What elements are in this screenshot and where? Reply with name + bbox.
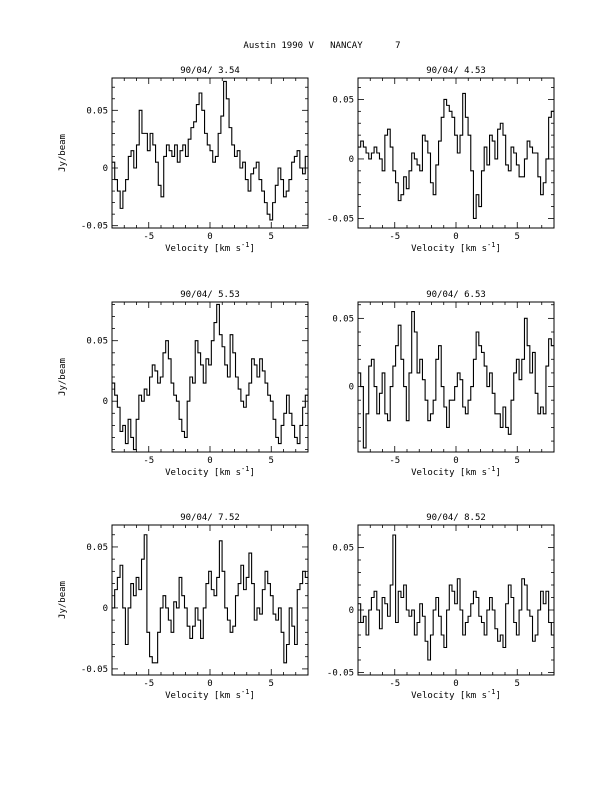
- spectrum-panel: -5 0 5 0.05 0 -0.05 90/04/ 3.54 Velocity [km s-…: [58, 66, 309, 254]
- spectrum-line: [112, 80, 308, 221]
- plot-frame: [357, 524, 555, 676]
- spectrum-line: [358, 311, 554, 449]
- x-axis-label: Velocity [km s-1]: [411, 241, 501, 254]
- spectrum-line: [112, 534, 308, 664]
- y-tick-label: 0.05: [86, 543, 108, 553]
- plot-frame: [357, 77, 555, 229]
- y-tick-label: 0.05: [332, 544, 354, 554]
- x-tick-label: -5: [389, 456, 400, 466]
- x-axis-label: Velocity [km s-1]: [165, 465, 255, 478]
- y-tick-label: -0.05: [81, 222, 108, 232]
- x-tick-label: -5: [389, 679, 400, 689]
- y-tick-label: 0.05: [332, 95, 354, 105]
- x-tick-label: 5: [269, 679, 274, 689]
- spectrum-panel: -5 0 5 0.05 0 -0.05 90/04/ 4.53 Velocity [km s-…: [327, 66, 555, 254]
- x-tick-label: 0: [453, 679, 458, 689]
- x-tick-label: -5: [143, 456, 154, 466]
- y-tick-label: 0.05: [86, 106, 108, 116]
- plot-frame: [111, 301, 309, 453]
- spectrum-panel: -5 0 5 0.05 0 -0.05 90/04/ 8.52 Velocity [km s-…: [327, 513, 555, 701]
- x-tick-label: 5: [269, 456, 274, 466]
- x-tick-label: -5: [389, 232, 400, 242]
- panel-title: 90/04/ 7.52: [180, 513, 240, 523]
- y-axis-label: Jy/beam: [58, 581, 68, 619]
- y-tick-label: 0.05: [332, 314, 354, 324]
- x-tick-label: 5: [515, 232, 520, 242]
- plot-frame: [111, 524, 309, 676]
- x-axis-label: Velocity [km s-1]: [165, 241, 255, 254]
- y-tick-label: 0: [103, 397, 108, 407]
- x-tick-label: -5: [143, 679, 154, 689]
- spectrum-line: [358, 92, 554, 220]
- y-tick-label: -0.05: [327, 669, 354, 679]
- spectrum-line: [112, 303, 308, 451]
- x-tick-label: -5: [143, 232, 154, 242]
- x-tick-label: 5: [515, 456, 520, 466]
- panel-title: 90/04/ 8.52: [426, 513, 486, 523]
- page-title: Austin 1990 V NANCAY 7: [243, 41, 400, 51]
- x-tick-label: 0: [453, 456, 458, 466]
- y-tick-label: 0: [103, 164, 108, 174]
- y-tick-label: 0: [103, 604, 108, 614]
- x-axis-label: Velocity [km s-1]: [411, 688, 501, 701]
- x-tick-label: 5: [515, 679, 520, 689]
- panel-title: 90/04/ 5.53: [180, 290, 240, 300]
- x-axis-label: Velocity [km s-1]: [165, 688, 255, 701]
- spectrum-panel: -5 0 5 0.05 0 90/04/ 5.53 Velocity [km s-1] Jy/…: [58, 290, 309, 478]
- panel-title: 90/04/ 4.53: [426, 66, 486, 76]
- x-tick-label: 0: [453, 232, 458, 242]
- y-tick-label: 0: [349, 383, 354, 393]
- x-tick-label: 0: [207, 232, 212, 242]
- x-tick-label: 5: [269, 232, 274, 242]
- panel-title: 90/04/ 3.54: [180, 66, 240, 76]
- x-axis-label: Velocity [km s-1]: [411, 465, 501, 478]
- y-tick-label: 0.05: [86, 337, 108, 347]
- y-axis-label: Jy/beam: [58, 358, 68, 396]
- y-tick-label: -0.05: [81, 665, 108, 675]
- panels: -5 0 5 0.05 0 -0.05 90/04/ 3.54 Velocity [km s-…: [58, 66, 555, 701]
- y-axis-label: Jy/beam: [58, 134, 68, 172]
- spectrum-panel: -5 0 5 0.05 0 -0.05 90/04/ 7.52 Velocity [km s-…: [58, 513, 309, 701]
- y-tick-label: -0.05: [327, 214, 354, 224]
- spectrum-panel: -5 0 5 0.05 0 90/04/ 6.53 Velocity [km s-1]: [332, 290, 555, 478]
- y-tick-label: 0: [349, 155, 354, 165]
- y-tick-label: 0: [349, 606, 354, 616]
- panel-title: 90/04/ 6.53: [426, 290, 486, 300]
- plot-frame: [111, 77, 309, 229]
- x-tick-label: 0: [207, 679, 212, 689]
- spectrum-line: [358, 534, 554, 661]
- x-tick-label: 0: [207, 456, 212, 466]
